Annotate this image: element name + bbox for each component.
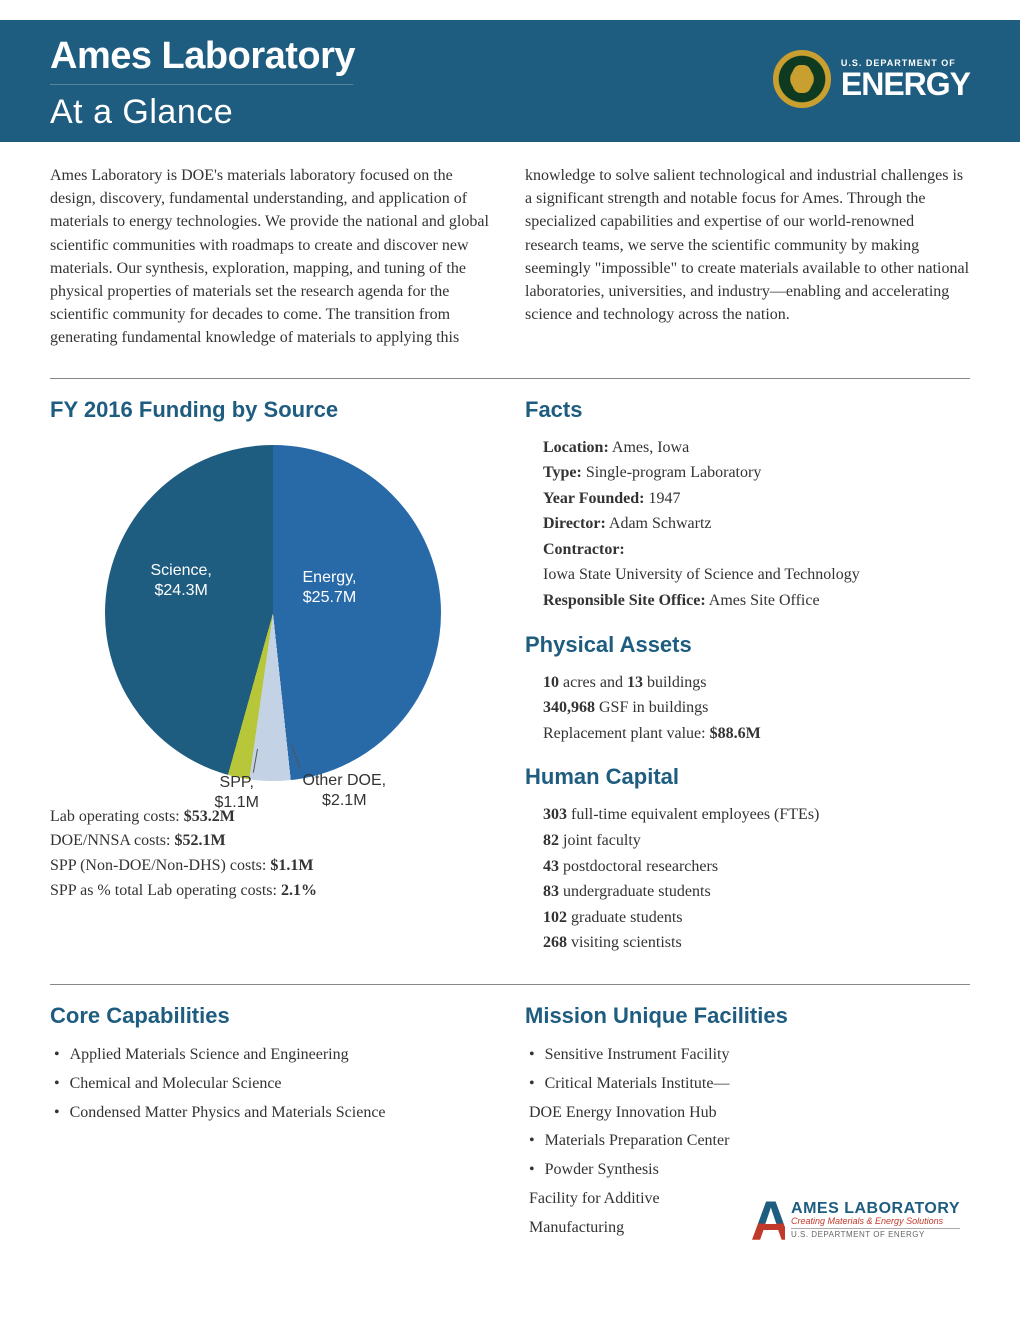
pie-label-energy: Energy,$25.7M [303, 568, 357, 608]
cost-row: SPP (Non-DOE/Non-DHS) costs: $1.1M [50, 854, 495, 879]
core-heading: Core Capabilities [50, 1003, 495, 1029]
pie-label-science: Science,$24.3M [151, 561, 212, 601]
human-row: 83 undergraduate students [543, 879, 970, 905]
header-bar: Ames Laboratory At a Glance U.S. DEPARTM… [0, 20, 1020, 142]
human-row: 303 full-time equivalent employees (FTEs… [543, 802, 970, 828]
doe-energy-label: ENERGY [841, 68, 970, 100]
divider [50, 378, 970, 379]
doe-seal-icon [773, 50, 831, 108]
ames-a-icon: A [751, 1188, 785, 1253]
human-row: 268 visiting scientists [543, 930, 970, 956]
ames-logo: A AMES LABORATORY Creating Materials & E… [751, 1188, 960, 1253]
list-item: Sensitive Instrument Facility [529, 1041, 970, 1070]
funding-pie-chart: Energy,$25.7M Science,$24.3M Other DOE,$… [103, 443, 443, 783]
physical-block: 10 acres and 13 buildings 340,968 GSF in… [525, 670, 970, 747]
cost-row: Lab operating costs: $53.2M [50, 805, 495, 830]
core-list: Applied Materials Science and Engineerin… [50, 1041, 495, 1127]
pie-label-spp: SPP,$1.1M [215, 773, 259, 813]
pie-graphic [103, 443, 443, 783]
doe-logo: U.S. DEPARTMENT OF ENERGY [773, 50, 970, 108]
pie-label-other-doe: Other DOE,$2.1M [303, 771, 387, 811]
human-heading: Human Capital [525, 764, 970, 790]
human-row: 102 graduate students [543, 905, 970, 931]
list-item: Applied Materials Science and Engineerin… [54, 1041, 495, 1070]
list-item: Chemical and Molecular Science [54, 1070, 495, 1099]
human-block: 303 full-time equivalent employees (FTEs… [525, 802, 970, 956]
ames-logo-dept: U.S. DEPARTMENT OF ENERGY [791, 1231, 960, 1239]
facts-block: Location: Ames, Iowa Type: Single-progra… [525, 435, 970, 614]
facts-heading: Facts [525, 397, 970, 423]
list-item: Materials Preparation Center [529, 1127, 970, 1156]
human-row: 43 postdoctoral researchers [543, 854, 970, 880]
funding-heading: FY 2016 Funding by Source [50, 397, 495, 423]
human-row: 82 joint faculty [543, 828, 970, 854]
list-item: Condensed Matter Physics and Materials S… [54, 1099, 495, 1128]
cost-row: DOE/NNSA costs: $52.1M [50, 829, 495, 854]
divider [50, 984, 970, 985]
physical-heading: Physical Assets [525, 632, 970, 658]
ames-logo-title: AMES LABORATORY [791, 1201, 960, 1217]
page-subtitle: At a Glance [50, 84, 353, 132]
intro-paragraph: Ames Laboratory is DOE's materials labor… [50, 164, 970, 350]
ames-logo-tagline: Creating Materials & Energy Solutions [791, 1217, 960, 1229]
cost-list: Lab operating costs: $53.2M DOE/NNSA cos… [50, 805, 495, 904]
cost-row: SPP as % total Lab operating costs: 2.1% [50, 879, 495, 904]
list-item: Critical Materials Institute— DOE Energy… [529, 1070, 970, 1128]
mission-heading: Mission Unique Facilities [525, 1003, 970, 1029]
